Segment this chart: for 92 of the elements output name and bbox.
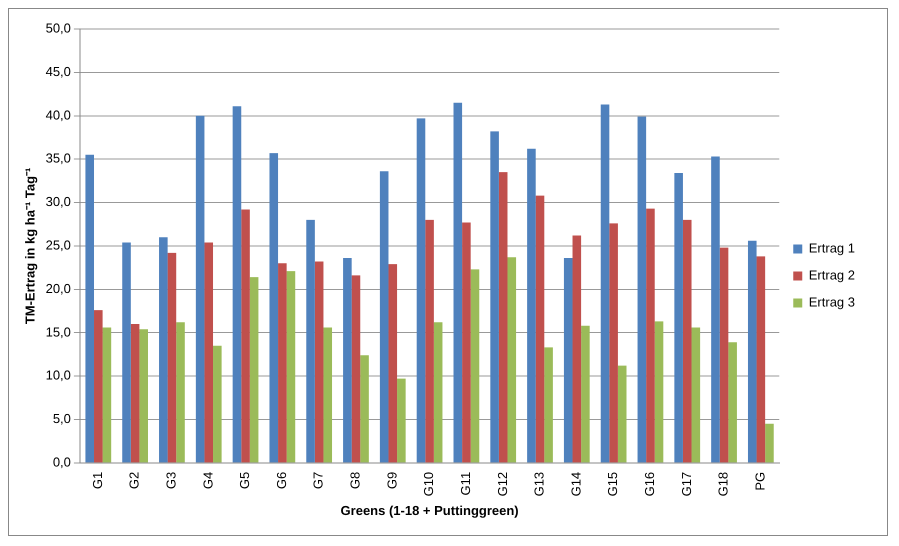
y-tick-label: 15,0: [46, 324, 71, 340]
bar: [168, 252, 176, 462]
bar: [352, 275, 360, 462]
bar: [564, 258, 573, 462]
bar: [434, 322, 442, 462]
bar: [278, 263, 287, 462]
bar: [343, 258, 352, 462]
x-tick-label: G7: [310, 472, 326, 490]
x-tick-label: G14: [568, 472, 584, 496]
x-tick-label: G16: [642, 472, 658, 496]
bar: [618, 366, 627, 462]
y-tick-label: 10,0: [46, 368, 71, 383]
x-tick-label: G10: [421, 472, 436, 496]
bar: [682, 220, 692, 462]
bar: [654, 321, 664, 462]
bar: [416, 118, 426, 462]
y-tick-label: 5,0: [52, 411, 71, 426]
bar: [85, 154, 94, 462]
bar: [600, 104, 610, 462]
bar: [314, 262, 324, 462]
bar: [213, 346, 222, 462]
y-axis-title: TM-Ertrag in kg ha⁻¹ Tag⁻¹: [22, 168, 38, 324]
bar: [490, 131, 499, 462]
bar: [462, 222, 471, 462]
x-tick-label: G6: [274, 472, 289, 490]
bar: [507, 257, 516, 462]
bar: [572, 236, 582, 462]
bar: [388, 264, 398, 462]
bar: [102, 327, 112, 462]
bar: [674, 173, 683, 462]
bar: [176, 322, 185, 462]
x-tick-label: G4: [200, 472, 216, 490]
bar: [581, 326, 590, 462]
x-tick-label: G8: [348, 472, 363, 490]
x-tick-label: PG: [752, 472, 768, 491]
x-tick-label: G15: [605, 472, 620, 496]
bar: [232, 106, 242, 462]
bar: [748, 240, 757, 462]
bar: [454, 102, 462, 462]
y-tick-label: 45,0: [46, 64, 71, 79]
x-tick-label: G17: [678, 472, 694, 496]
bar: [360, 355, 369, 462]
y-tick-label: 0,0: [52, 454, 71, 470]
y-tick-label: 20,0: [46, 280, 71, 296]
x-axis-title: Greens (1-18 + Puttinggreen): [340, 502, 519, 518]
legend-label: Ertrag 2: [808, 268, 856, 283]
x-tick-label: G9: [384, 472, 400, 490]
bar: [425, 220, 434, 462]
bar: [196, 116, 204, 462]
y-tick-label: 25,0: [46, 237, 71, 252]
x-tick-label: G12: [494, 472, 510, 496]
bar: [306, 220, 315, 462]
bar: [536, 196, 544, 462]
bar: [470, 269, 480, 462]
y-tick-label: 30,0: [46, 194, 71, 210]
x-tick-label: G18: [716, 472, 731, 496]
bar: [638, 116, 646, 462]
bar: [380, 171, 388, 462]
legend-label: Ertrag 1: [808, 240, 856, 256]
legend-label: Ertrag 3: [808, 294, 856, 310]
bar: [397, 378, 406, 462]
bar: [711, 156, 720, 462]
bar: [159, 237, 168, 462]
y-tick-label: 35,0: [46, 150, 71, 166]
bar: [130, 324, 140, 462]
bar: [122, 242, 131, 462]
bar: [646, 208, 655, 462]
bar: [527, 148, 536, 462]
bar: [692, 327, 700, 462]
bar: [286, 271, 296, 462]
bar: [498, 172, 508, 462]
bar: [241, 209, 250, 462]
x-tick-label: G13: [532, 472, 547, 496]
bar: [756, 256, 766, 462]
bar: [728, 342, 737, 462]
bar: [94, 310, 103, 462]
x-tick-label: G3: [164, 472, 178, 490]
x-tick-label: G1: [90, 472, 105, 490]
x-tick-label: G5: [237, 472, 252, 490]
y-tick-label: 50,0: [46, 20, 71, 36]
bar: [544, 347, 553, 462]
x-tick-label: G11: [458, 472, 473, 496]
bar: [720, 248, 728, 462]
bar: [250, 277, 258, 462]
bar: [139, 329, 148, 462]
bar: [204, 242, 214, 462]
bar: [269, 153, 278, 462]
bar: [765, 424, 774, 462]
x-tick-label: G2: [126, 472, 142, 490]
bar: [323, 327, 332, 462]
bar: [609, 223, 618, 462]
y-tick-label: 40,0: [46, 107, 71, 122]
